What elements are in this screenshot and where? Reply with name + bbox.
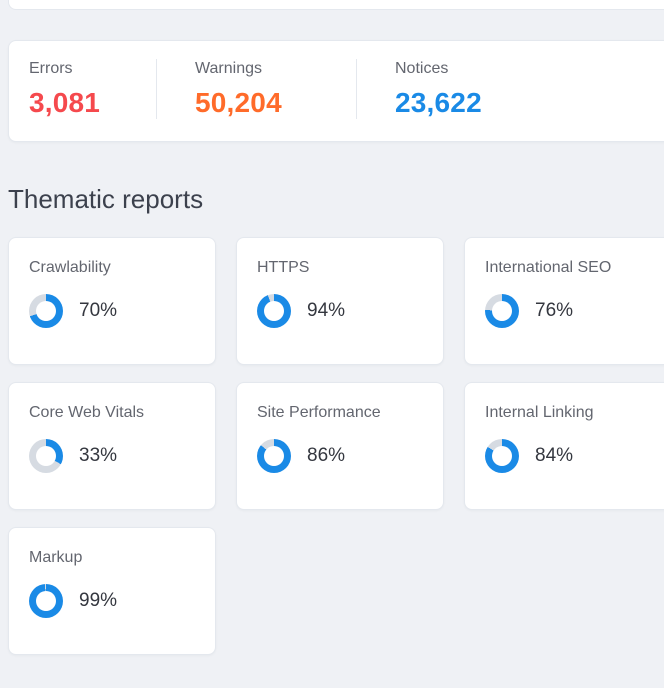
- thematic-card-label: Internal Linking: [485, 404, 594, 421]
- stat-errors-label: Errors: [29, 60, 73, 77]
- thematic-card-site-performance[interactable]: Site Performance 86%: [236, 382, 444, 510]
- progress-donut-icon: [485, 294, 519, 328]
- thematic-card-markup[interactable]: Markup 99%: [8, 527, 216, 655]
- stat-notices-value: 23,622: [395, 87, 482, 118]
- thematic-card-label: HTTPS: [257, 259, 310, 276]
- thematic-card-percent: 33%: [79, 445, 118, 466]
- thematic-card-percent: 99%: [79, 590, 118, 611]
- thematic-reports-grid: Crawlability 70% HTTPS 94% International…: [8, 237, 664, 655]
- previous-card-partial: [8, 0, 664, 10]
- issues-summary-card: Errors 3,081 Warnings 50,204 Notices 23,…: [8, 40, 664, 142]
- thematic-card-percent: 76%: [535, 300, 574, 321]
- stat-notices[interactable]: Notices 23,622: [356, 59, 664, 119]
- thematic-card-international-seo[interactable]: International SEO 76%: [464, 237, 664, 365]
- thematic-card-percent: 84%: [535, 445, 574, 466]
- stat-warnings-value: 50,204: [195, 87, 282, 118]
- thematic-card-label: Crawlability: [29, 259, 111, 276]
- thematic-card-internal-linking[interactable]: Internal Linking 84%: [464, 382, 664, 510]
- thematic-reports-title: Thematic reports: [8, 184, 204, 214]
- progress-donut-icon: [29, 439, 63, 473]
- thematic-card-https[interactable]: HTTPS 94%: [236, 237, 444, 365]
- progress-donut-icon: [257, 439, 291, 473]
- thematic-card-crawlability[interactable]: Crawlability 70%: [8, 237, 216, 365]
- thematic-card-percent: 70%: [79, 300, 118, 321]
- progress-donut-icon: [29, 294, 63, 328]
- thematic-card-core-web-vitals[interactable]: Core Web Vitals 33%: [8, 382, 216, 510]
- thematic-card-label: Core Web Vitals: [29, 404, 145, 421]
- thematic-card-label: Markup: [29, 549, 83, 566]
- thematic-card-label: International SEO: [485, 259, 612, 276]
- thematic-card-label: Site Performance: [257, 404, 381, 421]
- progress-donut-icon: [485, 439, 519, 473]
- stat-errors[interactable]: Errors 3,081: [29, 59, 156, 119]
- stat-errors-value: 3,081: [29, 87, 101, 118]
- stat-warnings-label: Warnings: [195, 60, 262, 77]
- content-area: Errors 3,081 Warnings 50,204 Notices 23,…: [8, 0, 664, 655]
- thematic-card-percent: 94%: [307, 300, 346, 321]
- progress-donut-icon: [257, 294, 291, 328]
- stat-notices-label: Notices: [395, 60, 449, 77]
- thematic-card-percent: 86%: [307, 445, 346, 466]
- progress-donut-icon: [29, 584, 63, 618]
- stat-warnings[interactable]: Warnings 50,204: [156, 59, 356, 119]
